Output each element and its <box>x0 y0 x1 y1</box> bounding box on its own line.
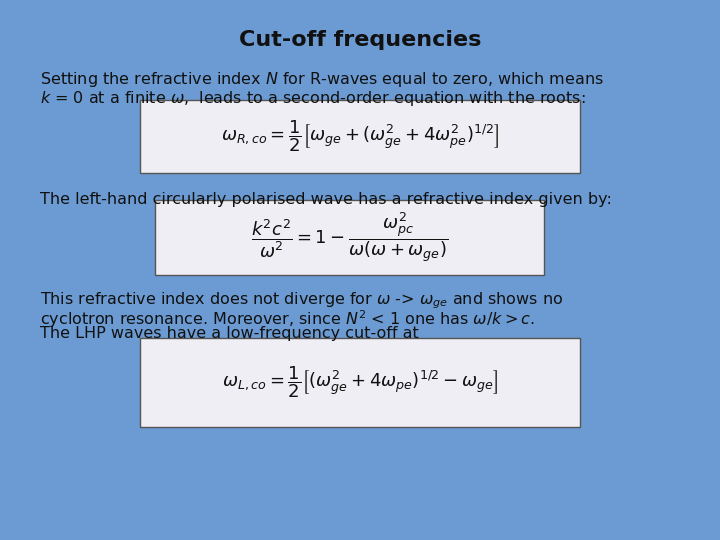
Text: This refractive index does not diverge for $\omega$ -> $\omega_{ge}$ and shows n: This refractive index does not diverge f… <box>40 290 563 310</box>
FancyBboxPatch shape <box>155 200 544 275</box>
FancyBboxPatch shape <box>140 100 580 173</box>
Text: $\dfrac{k^2c^2}{\omega^2} = 1 - \dfrac{\omega_{pc}^{2}}{\omega(\omega + \omega_{: $\dfrac{k^2c^2}{\omega^2} = 1 - \dfrac{\… <box>251 211 448 265</box>
Text: $\omega_{L,co} = \dfrac{1}{2}\left[(\omega_{ge}^{2} + 4\omega_{pe})^{1/2} - \ome: $\omega_{L,co} = \dfrac{1}{2}\left[(\ome… <box>222 364 498 400</box>
Text: $k$ = 0 at a finite $\omega$,  leads to a second-order equation with the roots:: $k$ = 0 at a finite $\omega$, leads to a… <box>40 89 585 108</box>
Text: cyclotron resonance. Moreover, since $N^2$ < 1 one has $\omega/k > c$.: cyclotron resonance. Moreover, since $N^… <box>40 308 534 329</box>
Text: $\omega_{R,co} = \dfrac{1}{2}\left[\omega_{ge} + (\omega_{ge}^{2} + 4\omega_{pe}: $\omega_{R,co} = \dfrac{1}{2}\left[\omeg… <box>221 118 499 154</box>
Text: The left-hand circularly polarised wave has a refractive index given by:: The left-hand circularly polarised wave … <box>40 192 611 207</box>
FancyBboxPatch shape <box>140 338 580 427</box>
Text: Cut-off frequencies: Cut-off frequencies <box>239 30 481 50</box>
Text: The LHP waves have a low-frequency cut-off at: The LHP waves have a low-frequency cut-o… <box>40 326 418 341</box>
Text: Setting the refractive index $N$ for R-waves equal to zero, which means: Setting the refractive index $N$ for R-w… <box>40 70 603 89</box>
